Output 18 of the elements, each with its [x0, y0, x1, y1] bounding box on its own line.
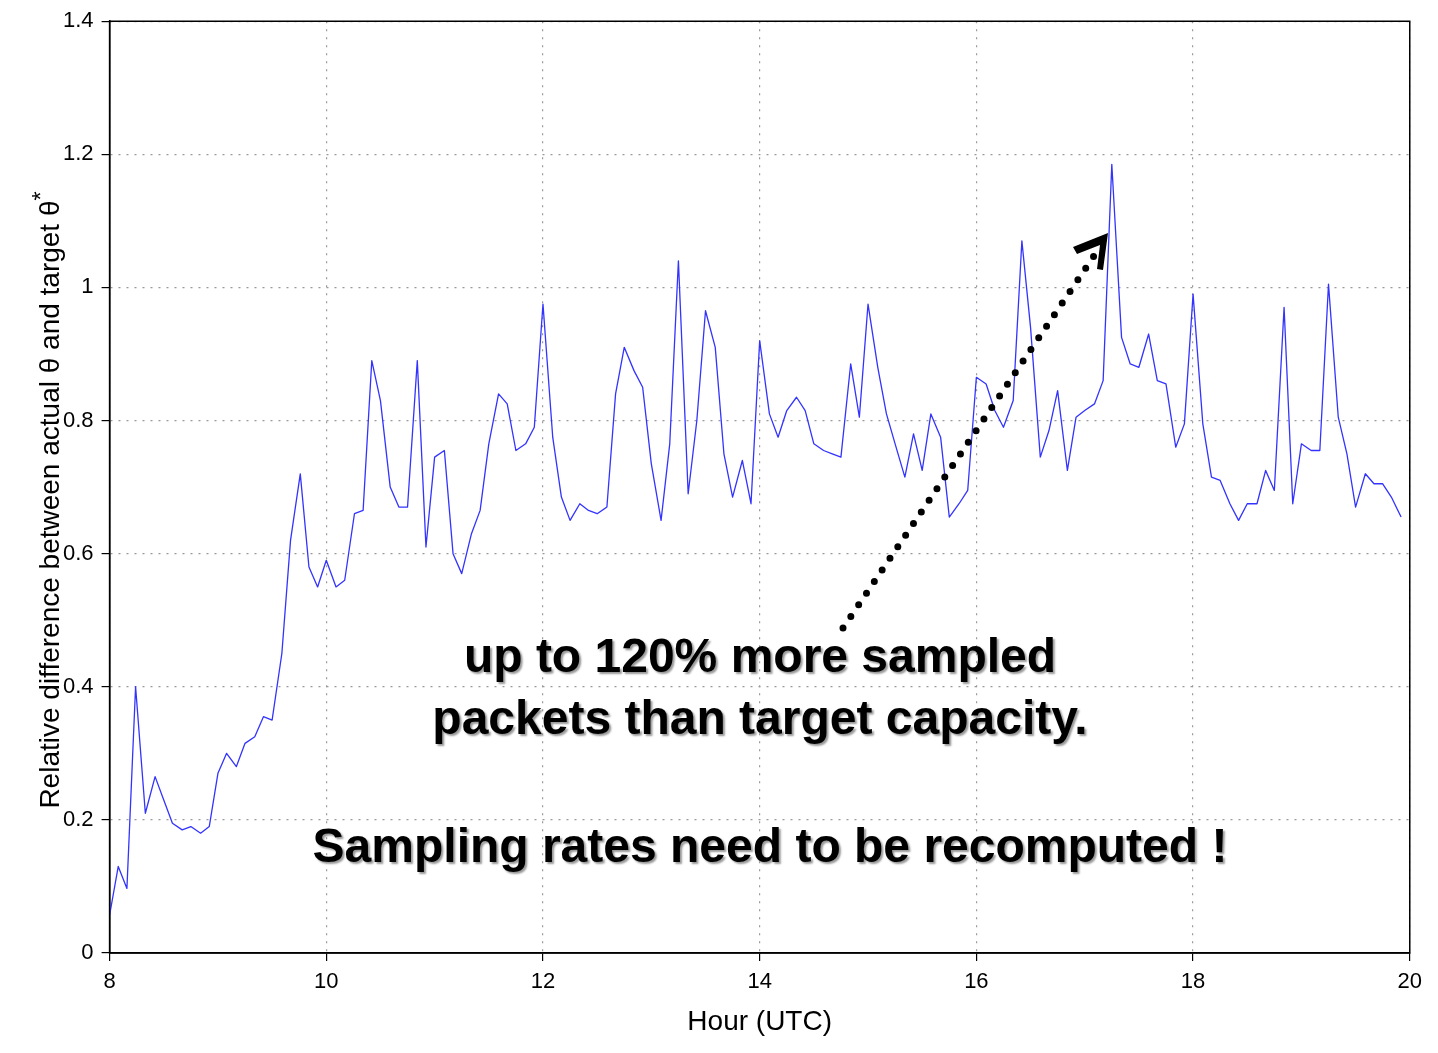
- x-tick-label: 10: [314, 968, 339, 994]
- y-tick-label: 0.4: [62, 672, 94, 698]
- y-tick-label: 1.4: [62, 7, 94, 33]
- y-tick-label: 1.2: [62, 140, 94, 166]
- annotation: Sampling rates need to be recomputed !: [311, 818, 1229, 874]
- y-tick-label: 1: [81, 273, 94, 299]
- x-tick-label: 8: [103, 968, 116, 994]
- x-tick-label: 12: [530, 968, 556, 994]
- y-tick-label: 0.2: [62, 805, 94, 831]
- x-tick-label: 14: [747, 968, 772, 994]
- x-tick-label: 18: [1180, 968, 1206, 994]
- annotation: up to 120% more sampled packets than target capacity.: [431, 628, 1089, 746]
- y-tick-label: 0.6: [62, 539, 94, 565]
- x-tick-label: 20: [1397, 968, 1423, 994]
- y-tick-label: 0: [81, 939, 94, 965]
- y-tick-label: 0.8: [62, 406, 94, 432]
- x-tick-label: 16: [964, 968, 989, 994]
- x-axis-title: Hour (UTC): [687, 1004, 833, 1036]
